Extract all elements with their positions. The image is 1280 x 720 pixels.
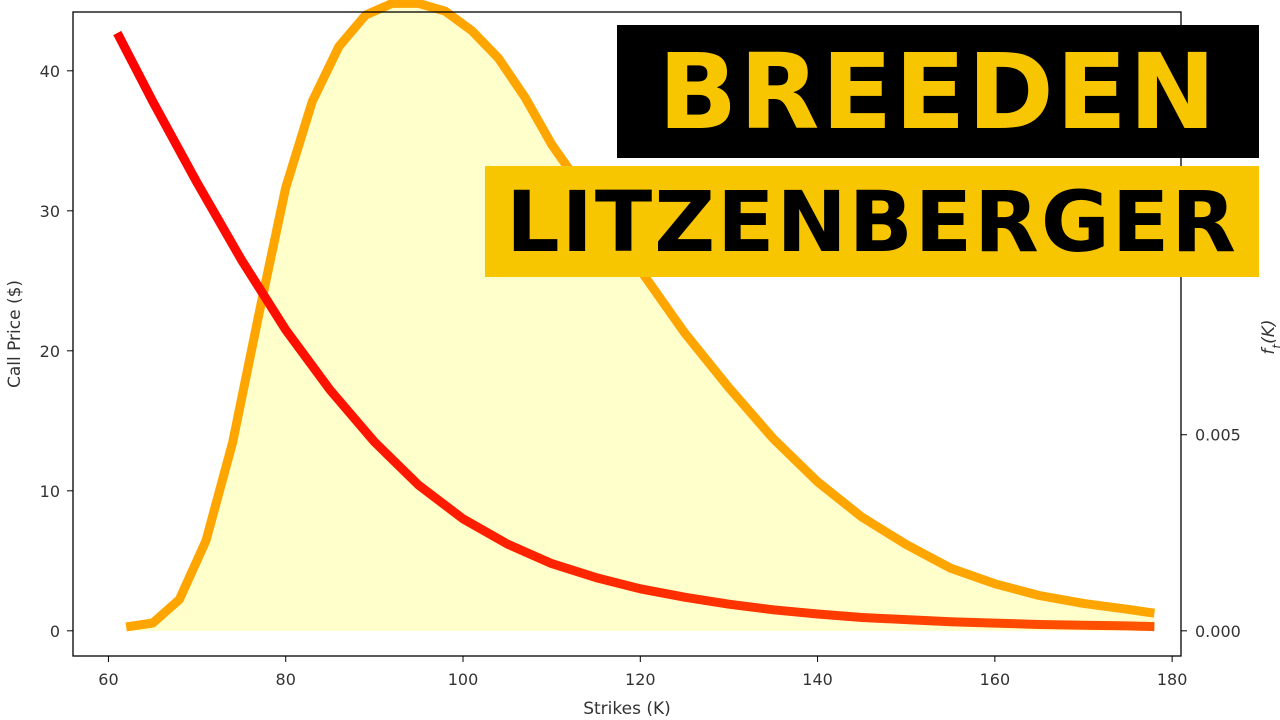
x-tick-label: 100 xyxy=(448,670,479,689)
y-axis-label: Call Price ($) xyxy=(5,280,25,388)
plot-area xyxy=(113,0,1156,632)
y-tick-label: 40 xyxy=(40,62,60,81)
axes: Strikes (K) Call Price ($) ft(K) 6080100… xyxy=(5,11,1280,719)
density-fill xyxy=(126,3,1155,631)
y-tick-label: 20 xyxy=(40,342,60,361)
y2-axis-label-arg: (K) xyxy=(1259,319,1279,343)
y2-tick-label: 0.000 xyxy=(1195,622,1241,641)
title-line2-text: LITZENBERGER xyxy=(506,172,1238,271)
density-line xyxy=(125,0,1156,632)
x-tick-label: 140 xyxy=(802,670,833,689)
x-tick-label: 120 xyxy=(625,670,656,689)
x-tick-label: 180 xyxy=(1157,670,1188,689)
y-tick-label: 10 xyxy=(40,482,60,501)
x-tick-label: 60 xyxy=(98,670,118,689)
y2-tick-label: 0.005 xyxy=(1195,426,1241,445)
title-line1-text: BREEDEN xyxy=(658,30,1218,153)
y-tick-label: 30 xyxy=(40,202,60,221)
title-banner-line2: LITZENBERGER xyxy=(485,166,1259,277)
x-axis-label: Strikes (K) xyxy=(583,699,671,719)
x-tick-label: 160 xyxy=(980,670,1011,689)
y-tick-label: 0 xyxy=(50,622,60,641)
y2-axis-label: ft(K) xyxy=(1259,319,1280,354)
y2-axis-label-sub: t xyxy=(1270,343,1280,349)
y2-axis-label-f: f xyxy=(1259,346,1279,355)
title-banner-line1: BREEDEN xyxy=(617,25,1259,158)
plot-frame xyxy=(72,11,1182,657)
x-tick-label: 80 xyxy=(276,670,296,689)
call-price-line xyxy=(113,30,1155,632)
